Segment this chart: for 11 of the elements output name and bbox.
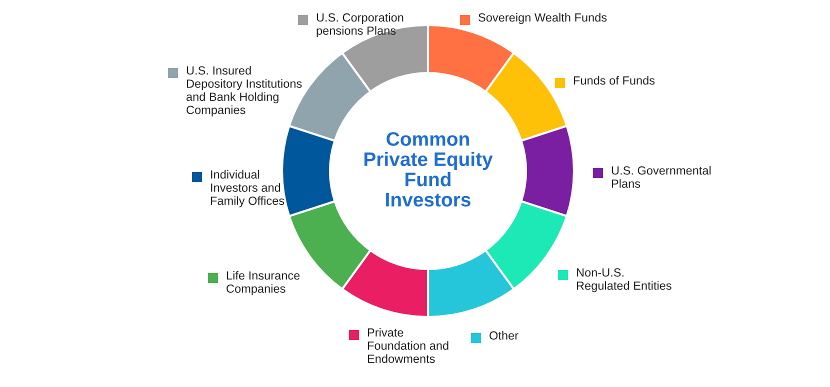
text: Common Private Equity Fund Investors [364, 132, 493, 207]
legend-label: Sovereign Wealth Funds [478, 13, 607, 24]
legend-label: Private Foundation and Endowments [368, 328, 448, 363]
legend-label: U.S. Governmental Plans [612, 166, 711, 188]
legend-label: Funds of Funds [574, 76, 655, 85]
legend-label: Non-U.S. Regulated Entities [576, 268, 672, 292]
legend-label: Life Insurance Companies [226, 271, 300, 296]
legend-label: Other [490, 331, 518, 340]
legend-label: U.S. Insured Depository Institutions and Bank Holding Companies [186, 66, 302, 116]
legend-label: Individual Investors and Family Offices [210, 170, 284, 208]
legend-label: U.S. Corporation pensions Plans [316, 13, 404, 38]
